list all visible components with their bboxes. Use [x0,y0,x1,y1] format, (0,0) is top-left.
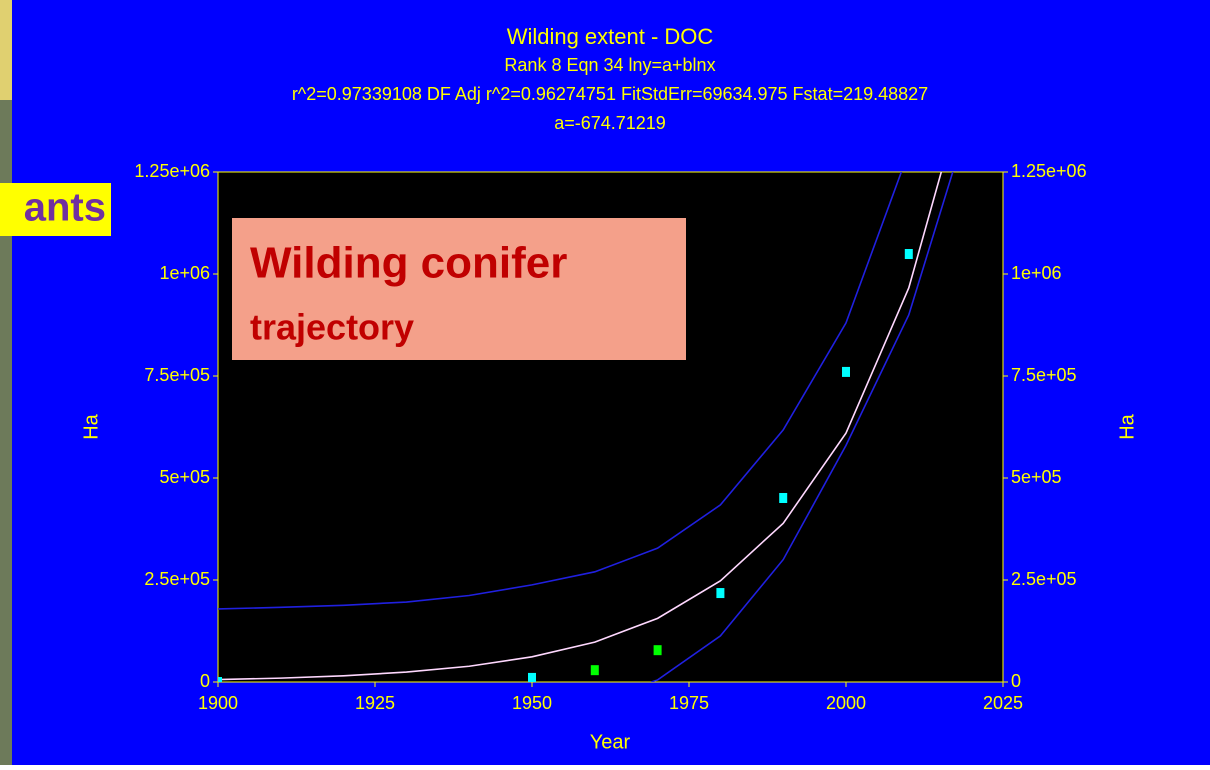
data-point [842,367,850,377]
annotation: trajectory [250,307,414,348]
annotation: Wilding conifer [250,239,567,288]
chart-subtitle: r^2=0.97339108 DF Adj r^2=0.96274751 Fit… [292,84,928,104]
data-point [528,673,536,683]
y2-tick-label: 2.5e+05 [1011,569,1077,589]
y2-tick-label: 1e+06 [1011,263,1062,283]
x-tick-label: 2000 [826,693,866,713]
y2-tick-label: 7.5e+05 [1011,365,1077,385]
chart-subtitle: a=-674.71219 [554,113,666,133]
y2-axis-label: Ha [1116,413,1138,439]
y2-tick-label: 0 [1011,671,1021,691]
x-tick-label: 2025 [983,693,1023,713]
x-tick-label: 1900 [198,693,238,713]
x-tick-label: 1950 [512,693,552,713]
data-point [905,249,913,259]
x-tick-label: 1925 [355,693,395,713]
y2-tick-label: 5e+05 [1011,467,1062,487]
chart-title: Wilding extent - DOC [507,24,714,49]
chart-subtitle: Rank 8 Eqn 34 lny=a+blnx [504,55,715,75]
chart: ants Wilding extent - DOC Rank 8 Eqn 34 … [0,0,1210,765]
y-tick-label: 1e+06 [159,263,210,283]
y2-tick-label: 1.25e+06 [1011,161,1087,181]
data-point [654,645,662,655]
y-tick-label: 5e+05 [159,467,210,487]
y-axis-label: Ha [80,413,102,439]
y-tick-label: 1.25e+06 [134,161,210,181]
y-tick-label: 7.5e+05 [144,365,210,385]
data-point [779,493,787,503]
slide-title: ants [24,186,106,230]
x-tick-label: 1975 [669,693,709,713]
data-point [591,665,599,675]
y-tick-label: 0 [200,671,210,691]
y-tick-label: 2.5e+05 [144,569,210,589]
data-point [716,588,724,598]
x-axis-label: Year [590,731,631,753]
